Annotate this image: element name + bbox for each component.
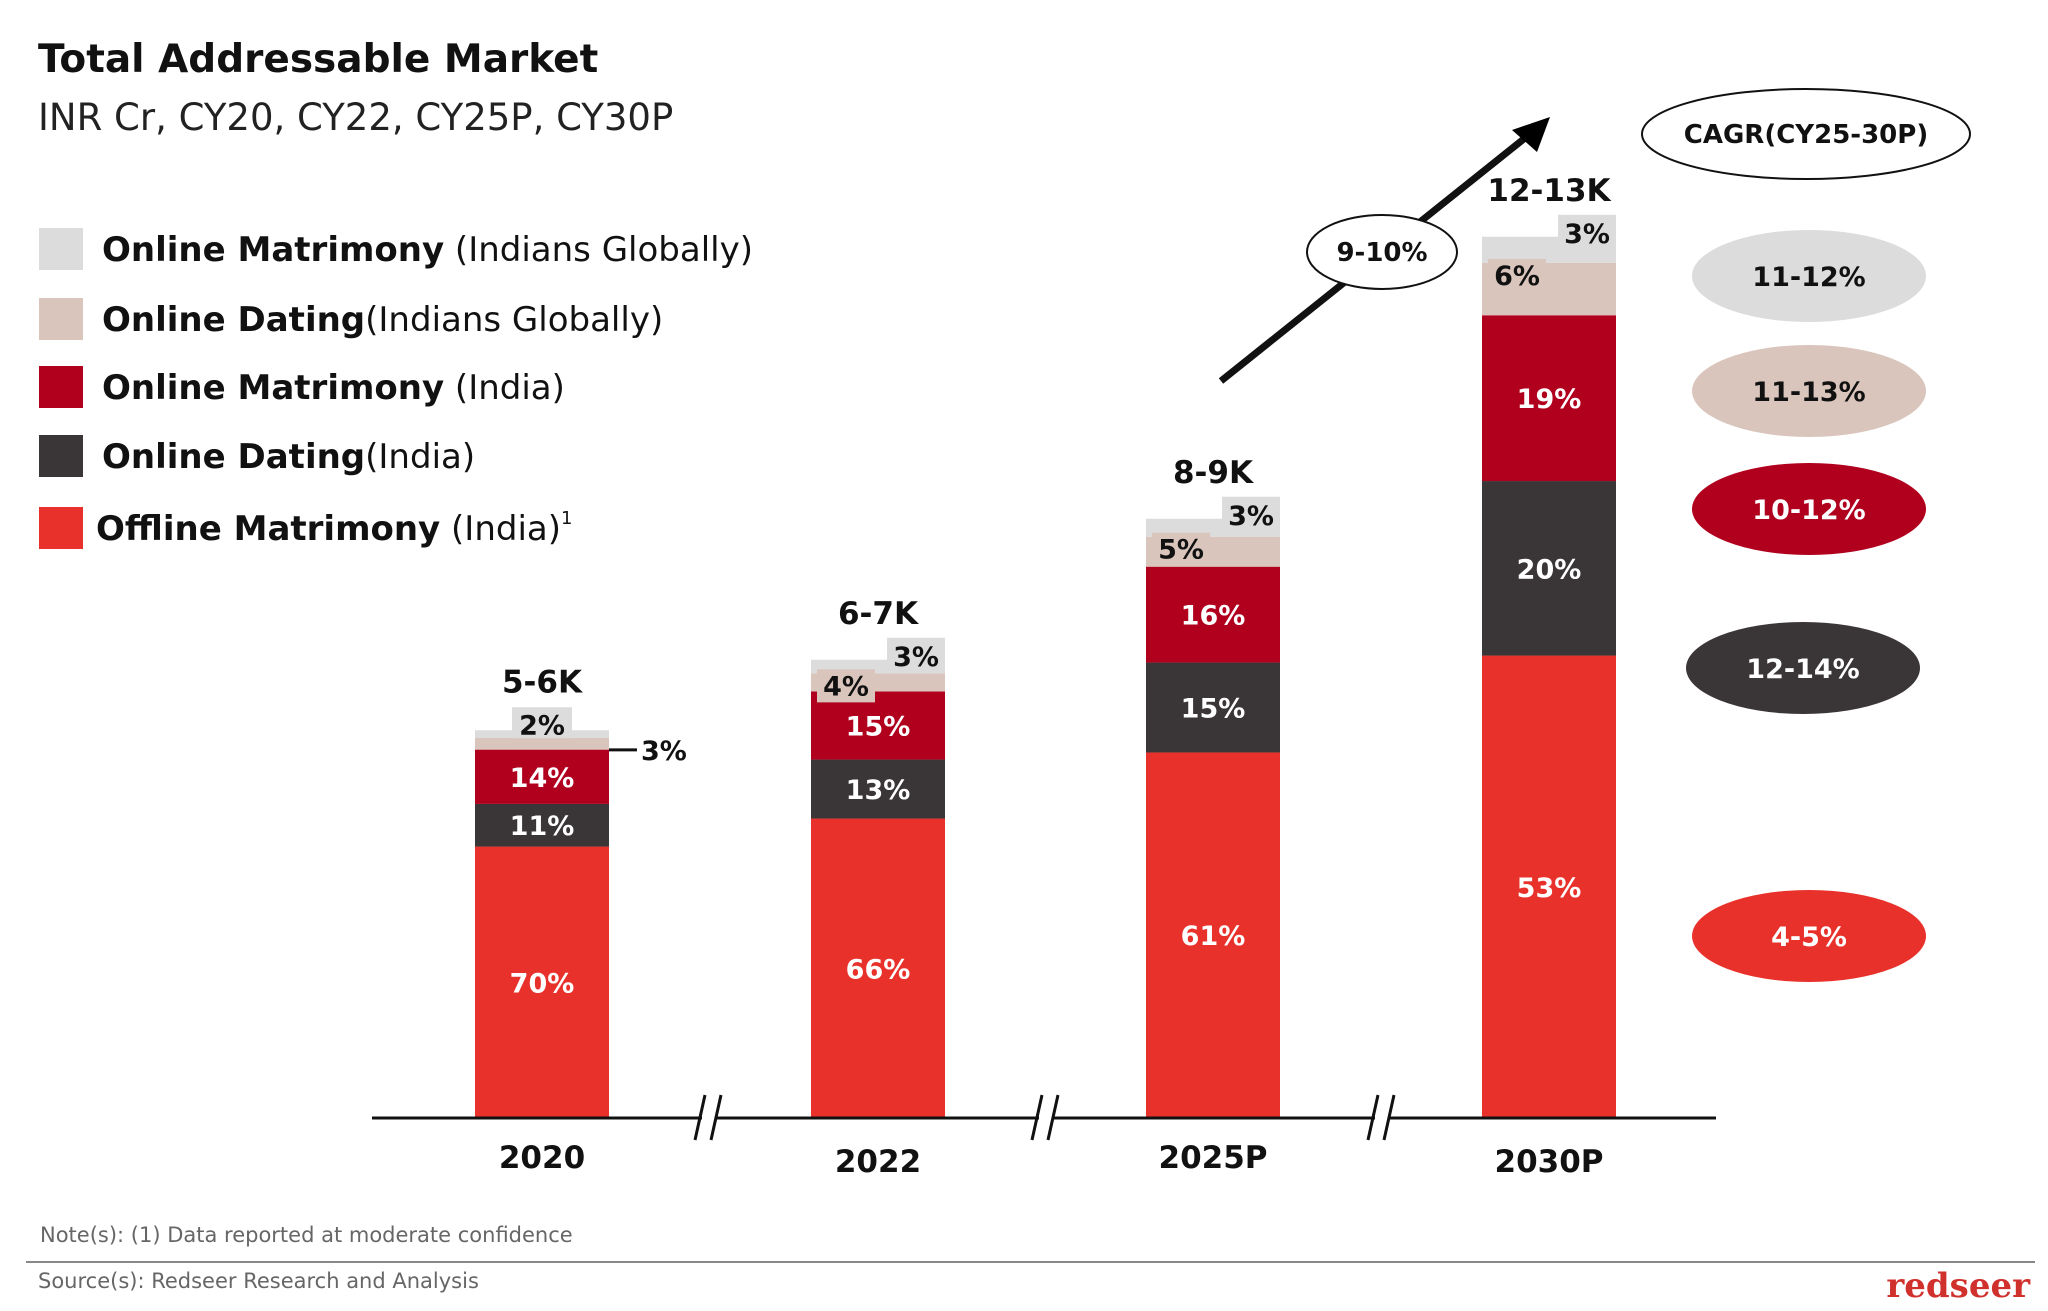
data-label: 19% [1517,384,1582,415]
label-box [1558,214,1616,248]
x-tick-label: 2030P [1495,1144,1604,1180]
legend-label: Online Matrimony (India) [102,368,565,408]
legend-swatch [39,298,83,340]
note: Note(s): (1) Data reported at moderate c… [40,1223,573,1247]
data-label: 5% [1158,535,1204,566]
arrow-head-icon [1512,117,1550,152]
data-label: 14% [510,763,575,794]
x-tick-label: 2022 [835,1144,921,1180]
cagr-pill [1692,890,1926,982]
legend-label: Online Matrimony (Indians Globally) [102,230,753,270]
bar-segment [811,759,945,819]
bar-segment [1482,315,1616,482]
bar-segment [475,749,609,804]
cagr-value: 10-12% [1752,495,1865,526]
data-label: 3% [1228,501,1274,532]
chart-subtitle: INR Cr, CY20, CY22, CY25P, CY30P [38,96,673,139]
bar-segment [811,818,945,1118]
label-box [512,707,572,739]
x-axis [372,1094,1716,1141]
data-label: 53% [1517,873,1582,904]
data-label: 3% [1564,219,1610,250]
legend-swatch [39,228,83,270]
label-box [817,669,875,703]
legend-swatch [39,366,83,408]
cagr-panel: 9-10% CAGR(CY25-30P) 4-5% 12-14% 10-12% 11-13… [1218,88,1971,982]
bar-segment [1482,655,1616,1118]
cagr-value: 11-13% [1752,377,1865,408]
data-label: 15% [1181,694,1246,725]
data-label: 4% [823,671,869,702]
legend-swatch [39,435,83,477]
label-box [1222,496,1280,530]
cagr-pill [1692,345,1926,437]
x-tick-label: 2020 [499,1140,585,1176]
axis-break [693,1094,707,1141]
total-label: 12-13K [1487,173,1611,209]
cagr-value: 4-5% [1771,922,1847,953]
axis-break [1382,1094,1396,1141]
cagr-value: 12-14% [1746,654,1859,685]
axis-break [709,1094,723,1141]
data-label: 6% [1494,261,1540,292]
bar-segment [475,846,609,1118]
data-label: 16% [1181,601,1246,632]
redseer-logo: redseer [1886,1266,2031,1306]
bar-segment [811,691,945,760]
axis-break [1030,1094,1044,1141]
data-label: 66% [846,954,911,985]
data-label: 11% [510,811,575,842]
bars: 70% 11% 14% 2% 3% 5-6K 2020 66% 13% 15% 3% 4% 6-7K 20… [475,173,1616,1180]
cagr-pill [1692,463,1926,555]
cagr-pill [1686,622,1920,714]
bar-segment [1146,566,1280,663]
bar-segment [475,803,609,847]
x-tick-label: 2025P [1159,1140,1268,1176]
data-label: 61% [1181,921,1246,952]
bar-segment [1146,662,1280,753]
total-label: 8-9K [1173,455,1254,491]
cagr-title: CAGR(CY25-30P) [1684,120,1928,150]
axis-break [1046,1094,1060,1141]
legend-label: Online Dating(India) [102,437,475,477]
cagr-title-oval [1641,88,1971,180]
data-label: 3% [641,736,687,767]
cagr-pill [1692,230,1926,322]
total-label: 5-6K [502,664,583,700]
legend-swatch [39,507,83,549]
bar-segment [1482,481,1616,656]
chart-title: Total Addressable Market [38,37,598,82]
label-box [887,637,945,671]
data-label: 13% [846,775,911,806]
source: Source(s): Redseer Research and Analysis [38,1269,479,1293]
legend-label: Online Dating(Indians Globally) [102,300,663,340]
data-label: 20% [1517,554,1582,585]
data-label: 70% [510,968,575,999]
data-label: 2% [519,710,565,741]
data-label: 3% [893,642,939,673]
overall-cagr: 9-10% [1336,238,1427,268]
legend: Online Matrimony (Indians Globally) Onlin… [39,228,753,549]
legend-label: Offline Matrimony (India)1 [96,508,572,549]
overall-cagr-oval [1306,214,1458,290]
cagr-value: 11-12% [1752,262,1865,293]
label-box [1152,532,1210,566]
data-label: 15% [846,712,911,743]
axis-break [1366,1094,1380,1141]
bar-segment [475,738,609,750]
bar-segment [1146,752,1280,1118]
total-label: 6-7K [838,596,919,632]
label-box [1488,258,1546,292]
